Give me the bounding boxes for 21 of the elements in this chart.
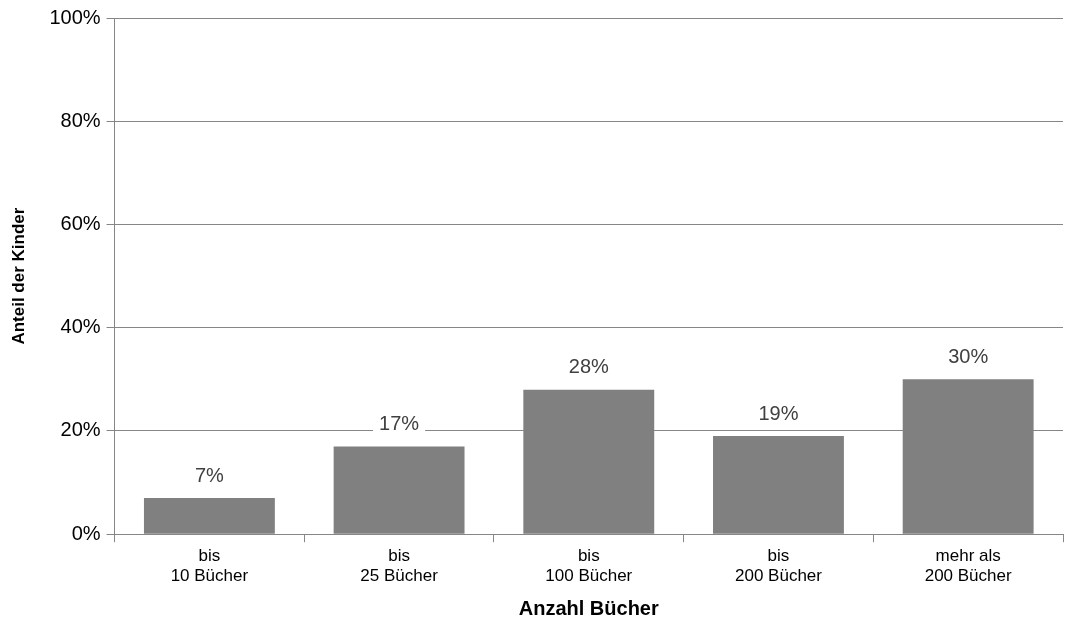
y-tick-label: 80% — [60, 108, 101, 131]
x-tick-label: bis 10 Bücher — [170, 546, 249, 586]
bar — [713, 436, 844, 534]
bar — [333, 446, 465, 534]
x-tick-label: bis 100 Bücher — [545, 546, 633, 586]
x-tick-label: bis 200 Bücher — [734, 546, 823, 586]
y-tick-label: 20% — [60, 418, 101, 441]
y-tick-label: 60% — [60, 212, 101, 234]
data-label: 28% — [568, 355, 610, 378]
data-label: 30% — [948, 344, 989, 367]
y-axis-title: Anteil der Kinder — [8, 207, 28, 345]
x-axis-title: Anzahl Bücher — [518, 596, 659, 619]
y-tick-label: 40% — [60, 315, 101, 338]
x-tick-label: bis 25 Bücher — [360, 546, 439, 586]
data-label: 7% — [194, 463, 225, 486]
x-tick-label: mehr als 200 Bücher — [924, 546, 1012, 586]
data-label: 19% — [758, 401, 799, 424]
y-tick-label: 100% — [49, 5, 101, 28]
bar — [143, 498, 275, 534]
data-label: 17% — [379, 411, 420, 434]
y-tick-label: 0% — [71, 521, 101, 544]
